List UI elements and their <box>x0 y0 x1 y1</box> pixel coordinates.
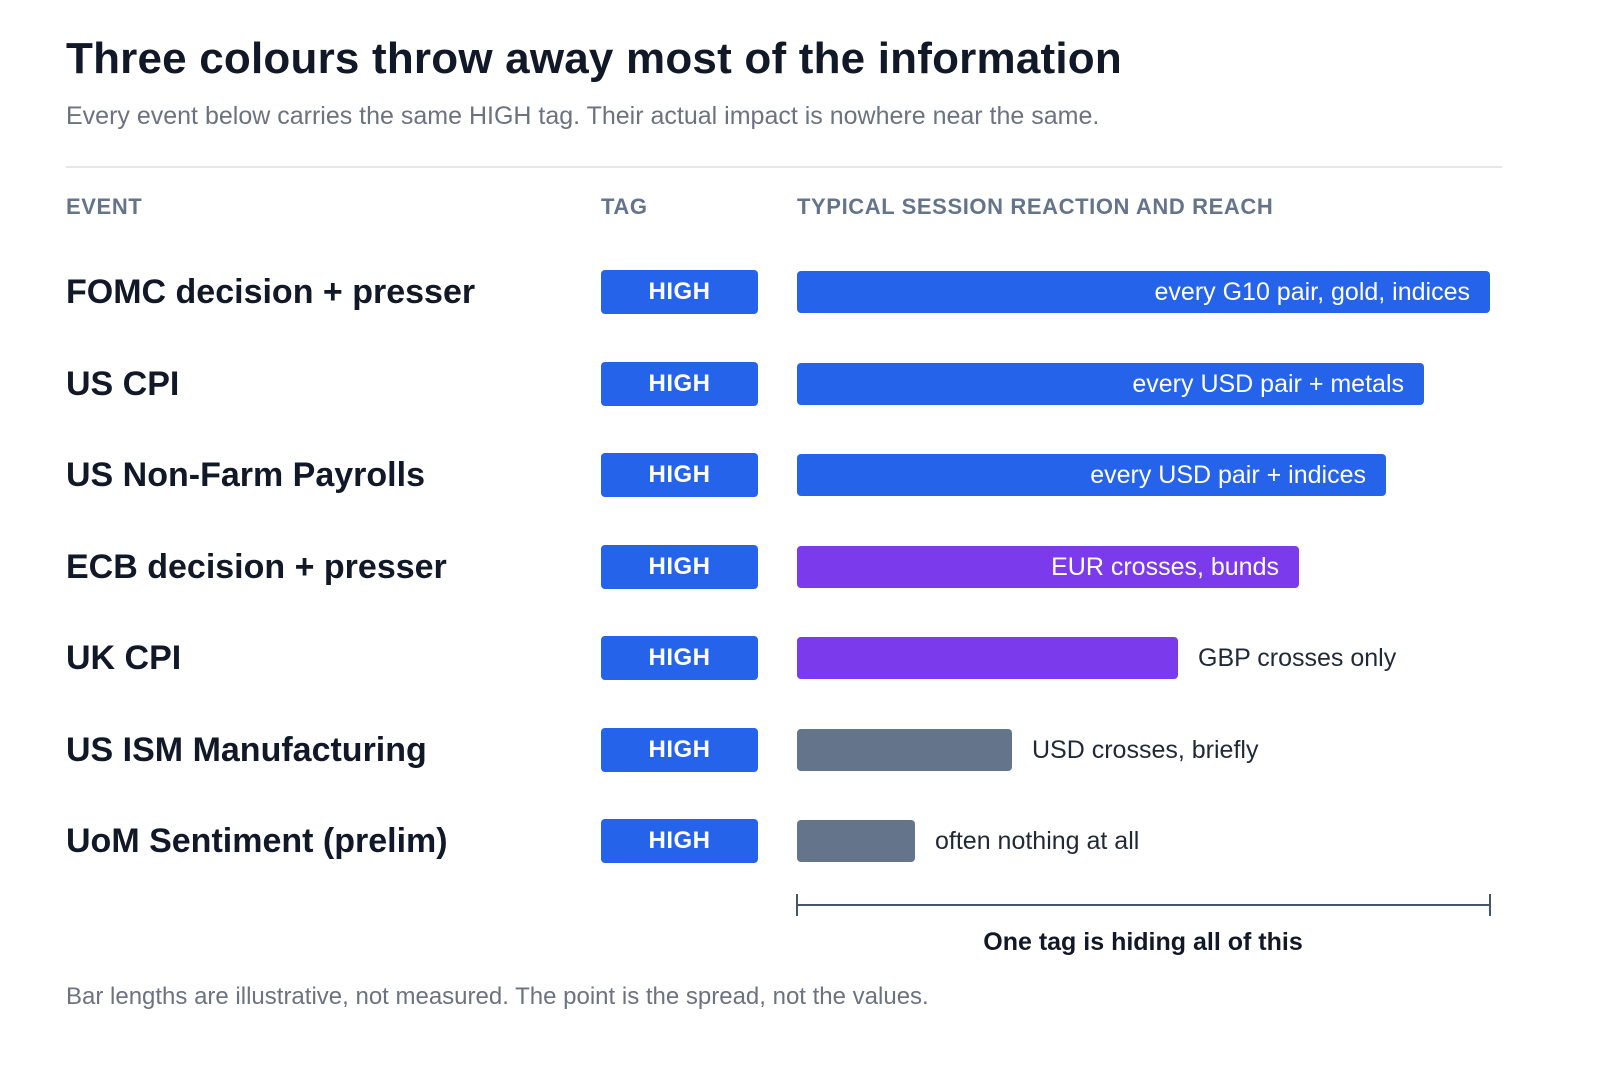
impact-tag-badge: HIGH <box>601 453 758 497</box>
impact-tag-badge: HIGH <box>601 819 758 863</box>
header-divider <box>66 166 1502 168</box>
bar-label: every USD pair + indices <box>1090 461 1366 489</box>
chart-row: ECB decision + presser HIGH EUR crosses, b… <box>0 537 1600 597</box>
bar-label: USD crosses, briefly <box>1032 735 1259 764</box>
event-label: UK CPI <box>66 639 182 677</box>
reaction-bar <box>797 362 1424 405</box>
impact-tag-badge: HIGH <box>601 544 758 589</box>
impact-tag-badge: HIGH <box>601 636 758 680</box>
bracket-caption: One tag is hiding all of this <box>983 928 1303 956</box>
chart-title: Three colours throw away most of the inf… <box>66 34 1122 83</box>
chart-row: US CPI HIGH every USD pair + metals <box>0 354 1600 414</box>
reaction-bar <box>797 820 915 862</box>
chart-row: FOMC decision + presser HIGH every G10 pai… <box>0 262 1600 322</box>
bar-label: every G10 pair, gold, indices <box>1154 278 1470 306</box>
chart-subtitle: Every event below carries the same HIGH … <box>66 102 1100 130</box>
event-label: US CPI <box>66 364 180 403</box>
bar-label: every USD pair + metals <box>1132 369 1404 398</box>
column-header-tag: TAG <box>601 194 648 219</box>
reaction-bar <box>797 454 1386 496</box>
reaction-bar <box>797 728 1012 771</box>
column-header-event: EVENT <box>66 194 143 219</box>
bar-label: often nothing at all <box>935 827 1140 855</box>
event-label: UoM Sentiment (prelim) <box>66 822 448 860</box>
chart-row: US Non-Farm Payrolls HIGH every USD pair +… <box>0 445 1600 505</box>
reaction-bar <box>797 545 1299 588</box>
chart-row: UoM Sentiment (prelim) HIGH often nothing … <box>0 811 1600 871</box>
reaction-bar <box>797 637 1178 679</box>
reaction-bar <box>797 271 1490 313</box>
event-label: FOMC decision + presser <box>66 273 476 311</box>
chart-row: US ISM Manufacturing HIGH USD crosses, bri… <box>0 720 1600 780</box>
column-header-reaction: TYPICAL SESSION REACTION AND REACH <box>797 194 1274 219</box>
footnote: Bar lengths are illustrative, not measur… <box>66 983 929 1010</box>
range-bracket <box>796 894 1491 916</box>
impact-tag-badge: HIGH <box>601 361 758 406</box>
impact-tag-badge: HIGH <box>601 727 758 772</box>
bar-label: GBP crosses only <box>1198 644 1397 672</box>
event-label: ECB decision + presser <box>66 547 447 586</box>
chart-row: UK CPI HIGH GBP crosses only <box>0 628 1600 688</box>
impact-tag-badge: HIGH <box>601 270 758 314</box>
event-label: US ISM Manufacturing <box>66 730 427 769</box>
event-label: US Non-Farm Payrolls <box>66 456 425 494</box>
bar-label: EUR crosses, bunds <box>1051 552 1279 581</box>
